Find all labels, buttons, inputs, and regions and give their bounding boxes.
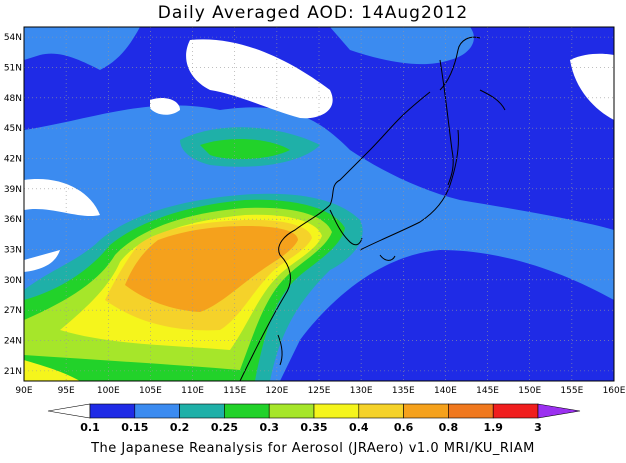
lon-tick-label: 155E [560, 386, 583, 396]
colorbar-swatch [89, 403, 136, 419]
lon-tick-label: 105E [139, 386, 162, 396]
colorbar-label: 3 [534, 421, 542, 434]
colorbar-label: 0.6 [394, 421, 414, 434]
colorbar-swatch [268, 403, 315, 419]
colorbar-swatch [224, 403, 270, 419]
lat-tick-label: 45N [4, 124, 22, 134]
aod-field [24, 27, 614, 381]
colorbar-label: 0.1 [80, 421, 100, 434]
colorbar-swatch [313, 403, 360, 419]
lat-tick-label: 27N [4, 306, 22, 316]
colorbar-label: 0.2 [170, 421, 190, 434]
colorbar-swatch [179, 403, 225, 419]
lon-tick-label: 90E [15, 386, 32, 396]
lat-tick-label: 36N [4, 215, 22, 225]
lon-tick-label: 135E [392, 386, 415, 396]
map-title: Daily Averaged AOD: 14Aug2012 [157, 3, 469, 23]
lon-tick-label: 145E [476, 386, 499, 396]
lon-tick-label: 110E [181, 386, 204, 396]
colorbar-label: 0.35 [300, 421, 327, 434]
longitude-ticks: 90E 95E 100E 105E 110E 115E 120E 125E 130E 135E 14… [15, 386, 625, 396]
lat-tick-label: 24N [4, 337, 22, 347]
latitude-ticks: 21N 24N 27N 30N 33N 36N 39N 42N 45N 48N 51N 54N [4, 33, 22, 377]
lat-tick-label: 30N [4, 276, 22, 286]
colorbar-label: 0.3 [259, 421, 279, 434]
colorbar [47, 403, 581, 419]
lon-tick-label: 140E [434, 386, 457, 396]
colorbar-label: 0.8 [439, 421, 459, 434]
colorbar-max-triangle [537, 403, 581, 419]
colorbar-swatch [358, 403, 404, 419]
lon-tick-label: 95E [58, 386, 75, 396]
lat-tick-label: 33N [4, 246, 22, 256]
colorbar-swatch [492, 403, 539, 419]
colorbar-label: 0.4 [349, 421, 369, 434]
colorbar-min-triangle [47, 403, 91, 419]
map-frame [23, 26, 615, 382]
colorbar-labels: 0.1 0.15 0.2 0.25 0.3 0.35 0.4 0.6 0.8 1.9 3 [80, 421, 542, 434]
lon-tick-label: 125E [308, 386, 331, 396]
lon-tick-label: 150E [518, 386, 541, 396]
colorbar-swatch [134, 403, 180, 419]
lat-tick-label: 54N [4, 33, 22, 43]
lat-tick-label: 42N [4, 154, 22, 164]
colorbar-label: 0.25 [211, 421, 238, 434]
colorbar-swatch [403, 403, 449, 419]
lon-tick-label: 160E [603, 386, 626, 396]
lat-tick-label: 51N [4, 63, 22, 73]
lon-tick-label: 115E [223, 386, 246, 396]
map-grid [24, 27, 614, 381]
colorbar-label: 0.15 [121, 421, 148, 434]
colorbar-label: 1.9 [483, 421, 503, 434]
lon-tick-label: 130E [350, 386, 373, 396]
lon-tick-label: 100E [97, 386, 120, 396]
lat-tick-label: 48N [4, 94, 22, 104]
lon-tick-label: 120E [265, 386, 288, 396]
lat-tick-label: 39N [4, 185, 22, 195]
colorbar-swatch [448, 403, 494, 419]
credit-line: The Japanese Reanalysis for Aerosol (JRA… [91, 441, 535, 456]
lat-tick-label: 21N [4, 367, 22, 377]
